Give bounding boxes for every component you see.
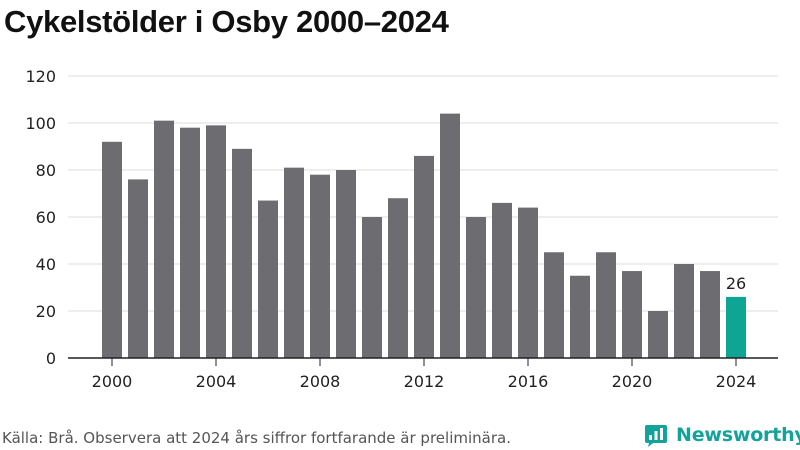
y-tick-label: 120: [25, 67, 56, 86]
bar-2020: [622, 271, 642, 358]
y-tick-label: 40: [36, 255, 56, 274]
bar-2024: [726, 296, 746, 358]
x-tick-label: 2008: [300, 372, 341, 391]
x-tick-label: 2016: [508, 372, 549, 391]
y-tick-label: 100: [25, 114, 56, 133]
bar-2002: [154, 120, 174, 359]
y-tick-label: 20: [36, 302, 56, 321]
x-tick-label: 2020: [612, 372, 653, 391]
bars: [102, 113, 746, 359]
y-tick-label: 0: [46, 349, 56, 368]
x-tick-label: 2000: [92, 372, 133, 391]
bar-chart: 0 20 40 60 80 100 120 2000 2004 2008 2012 2016 2020 2…: [25, 67, 778, 391]
labels: 0 20 40 60 80 100 120 2000 2004 2008 2012 2016 2020 2…: [25, 67, 756, 391]
bar-2001: [128, 179, 148, 358]
chart-title: Cykelstölder i Osby 2000–2024: [4, 4, 449, 39]
bar-2008: [310, 174, 330, 358]
logo-text: Newsworthy: [676, 424, 800, 446]
x-tick-label: 2004: [196, 372, 237, 391]
bar-2007: [284, 167, 304, 358]
bar-2022: [674, 264, 694, 358]
bar-2015: [492, 202, 512, 358]
bar-2006: [258, 200, 278, 358]
bar-2014: [466, 217, 486, 358]
bar-2005: [232, 148, 252, 358]
bar-2017: [544, 252, 564, 358]
bar-2011: [388, 198, 408, 358]
bar-2018: [570, 275, 590, 358]
bar-chart-logo-icon: [645, 425, 667, 447]
bar-2019: [596, 252, 616, 358]
bar-2013: [440, 113, 460, 358]
newsworthy-logo: Newsworthy: [644, 420, 800, 450]
bar-2010: [362, 217, 382, 358]
bar-2009: [336, 170, 356, 358]
bar-2012: [414, 155, 434, 358]
data-label-2024: 26: [726, 274, 746, 293]
bar-2003: [180, 127, 200, 358]
bar-2023: [700, 271, 720, 358]
bar-2000: [102, 141, 122, 358]
bar-2021: [648, 311, 668, 358]
source-note: Källa: Brå. Observera att 2024 års siffr…: [2, 429, 511, 447]
y-tick-label: 60: [36, 208, 56, 227]
x-tick-label: 2024: [716, 372, 757, 391]
x-tick-label: 2012: [404, 372, 445, 391]
axes: [68, 357, 778, 366]
y-tick-label: 80: [36, 161, 56, 180]
bar-2016: [518, 207, 538, 358]
bar-2004: [206, 125, 226, 358]
